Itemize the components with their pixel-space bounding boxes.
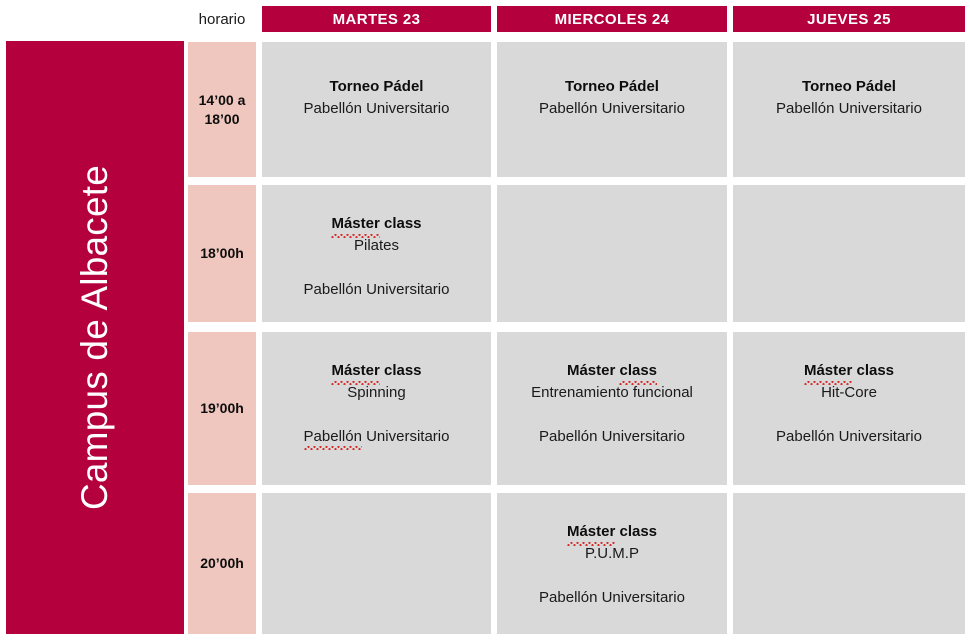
time-slot-2: 18’00h <box>188 185 256 322</box>
time-slot-4: 20’00h <box>188 493 256 634</box>
event-cell-martes-3[interactable]: Máster class Spinning Pabellón Universitar… <box>262 332 491 485</box>
event-cell-empty-jueves-4 <box>733 493 965 634</box>
event-title: Torneo Pádel <box>565 78 659 95</box>
day-header-miercoles: MIERCOLES 24 <box>497 6 727 32</box>
event-title: Máster class <box>331 360 422 385</box>
event-title: Torneo Pádel <box>802 78 896 95</box>
title-word-2: class <box>383 362 422 379</box>
day-header-martes: MARTES 23 <box>262 6 491 32</box>
event-title: Máster class <box>566 360 657 385</box>
event-location: Pabellón Universitario <box>539 427 685 445</box>
event-location: Pabellón Universitario <box>539 588 685 606</box>
time-slot-1: 14’00 a 18’00 <box>188 42 256 177</box>
event-cell-miercoles-1[interactable]: Torneo Pádel Pabellón Universitario <box>497 42 727 177</box>
event-title: Torneo Pádel <box>329 78 424 95</box>
title-word-2: class <box>856 362 895 379</box>
event-cell-martes-2[interactable]: Máster class Pilates Pabellón Universitari… <box>262 185 491 322</box>
time-slot-3: 19’00h <box>188 332 256 485</box>
title-word-1: Máster <box>803 360 853 385</box>
event-location: Pabellón Universitario <box>303 99 450 117</box>
event-subtitle: Hit-Core <box>821 383 877 401</box>
event-cell-miercoles-4[interactable]: Máster class P.U.M.P Pabellón Universitari… <box>497 493 727 634</box>
title-word-1: Máster <box>566 521 616 546</box>
title-word-2: class <box>619 360 657 385</box>
event-title: Máster class <box>566 521 658 546</box>
title-word-2: class <box>619 523 658 540</box>
event-cell-jueves-3[interactable]: Máster class Hit-Core Pabellón Universitar… <box>733 332 965 485</box>
title-word-1: Máster <box>331 360 381 385</box>
campus-banner-label: Campus de Albacete <box>74 164 116 511</box>
day-header-jueves: JUEVES 25 <box>733 6 965 32</box>
event-location: Pabellón Universitario <box>776 427 922 445</box>
event-subtitle: Entrenamiento funcional <box>531 383 693 401</box>
event-location: Pabellón Universitario <box>303 280 450 298</box>
title-word-1: Máster <box>331 213 381 238</box>
place-word-1: Pabellón <box>303 426 363 450</box>
event-cell-empty-miercoles-2 <box>497 185 727 322</box>
event-location: Pabellón Universitario <box>776 99 922 117</box>
time-column-header: horario <box>188 6 256 32</box>
event-location: Pabellón Universitario <box>303 426 450 450</box>
event-subtitle: P.U.M.P <box>585 544 639 562</box>
place-word-2: Universitario <box>366 427 450 445</box>
event-cell-jueves-1[interactable]: Torneo Pádel Pabellón Universitario <box>733 42 965 177</box>
event-cell-empty-jueves-2 <box>733 185 965 322</box>
event-location: Pabellón Universitario <box>539 99 685 117</box>
campus-banner: Campus de Albacete <box>6 41 184 634</box>
title-word-1: Máster <box>566 362 616 379</box>
event-cell-miercoles-3[interactable]: Máster class Entrenamiento funcional Pabel… <box>497 332 727 485</box>
event-cell-empty-martes-4 <box>262 493 491 634</box>
event-title: Máster class <box>803 360 895 385</box>
event-cell-martes-1[interactable]: Torneo Pádel Pabellón Universitario <box>262 42 491 177</box>
event-title: Máster class <box>331 213 422 238</box>
event-subtitle: Pilates <box>353 236 400 254</box>
title-word-2: class <box>383 215 422 232</box>
event-subtitle: Spinning <box>347 383 406 401</box>
